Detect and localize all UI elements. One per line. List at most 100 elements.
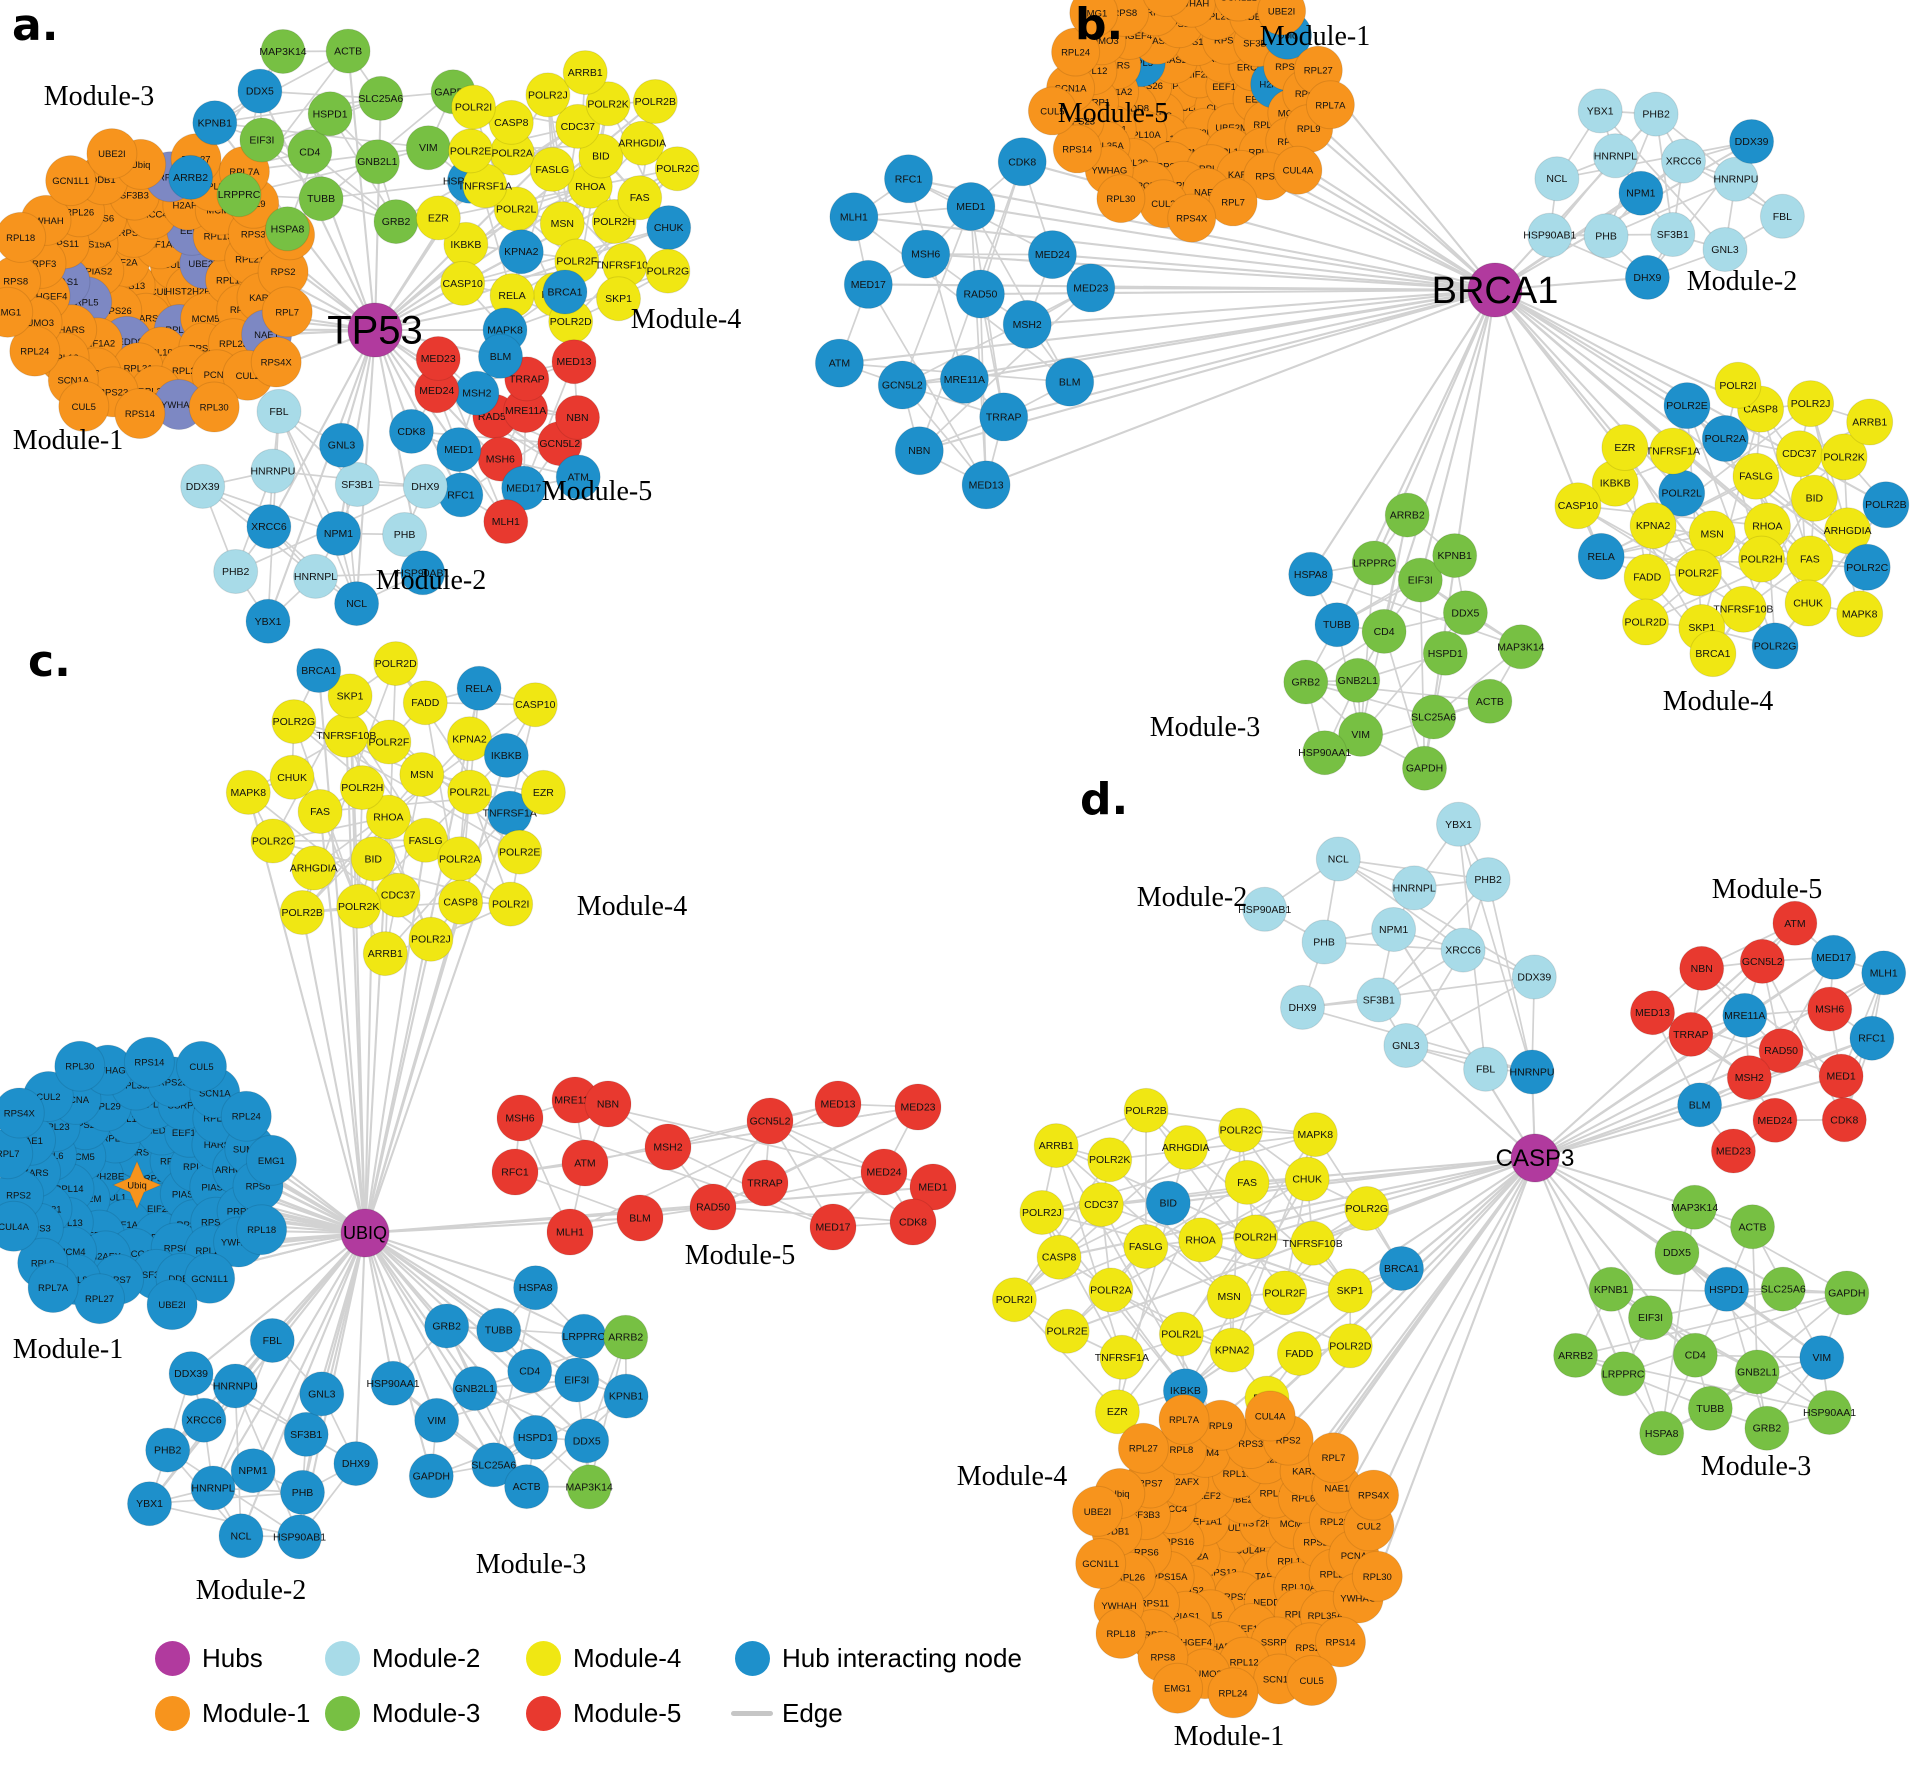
node-CUL4A[interactable] [1273, 145, 1323, 195]
node-RELA[interactable] [1577, 532, 1625, 580]
node-NCL[interactable] [1534, 156, 1580, 202]
node-HSP90AA1[interactable] [1302, 730, 1348, 776]
node-FASLG[interactable] [1123, 1224, 1169, 1269]
node-GRB2[interactable] [1283, 659, 1329, 705]
node-HSPA8[interactable] [1288, 551, 1334, 597]
node-GCN5L2[interactable] [746, 1097, 794, 1145]
node-MED13[interactable] [814, 1080, 862, 1128]
node-BID[interactable] [350, 836, 396, 882]
hub-node-UBIQ[interactable] [340, 1208, 390, 1258]
node-DHX9[interactable] [402, 463, 448, 509]
node-RFC1[interactable] [1849, 1015, 1895, 1061]
node-POLR2C[interactable] [250, 818, 296, 864]
node-GNL3[interactable] [1702, 227, 1748, 272]
node-ARRB1[interactable] [562, 50, 608, 96]
node-CDC37[interactable] [375, 872, 421, 918]
node-SF3B1[interactable] [1650, 212, 1696, 257]
node-DDX5[interactable] [237, 68, 283, 114]
node-CUL4A[interactable] [0, 1200, 40, 1252]
node-TRRAP[interactable] [979, 392, 1029, 442]
hub-node-CASP3[interactable] [1510, 1133, 1560, 1183]
node-POLR2D[interactable] [373, 641, 419, 687]
node-CDK8[interactable] [388, 408, 434, 454]
node-RFC1[interactable] [491, 1148, 539, 1196]
node-SLC25A6[interactable] [471, 1442, 517, 1488]
node-XRCC6[interactable] [181, 1397, 227, 1443]
node-RPL30[interactable] [1351, 1550, 1403, 1602]
node-HSP90AB1[interactable] [400, 550, 446, 596]
node-FASLG[interactable] [403, 817, 449, 863]
node-TRRAP[interactable] [741, 1159, 789, 1207]
node-VIM[interactable] [1799, 1335, 1845, 1381]
node-POLR2E[interactable] [448, 128, 494, 174]
node-EMG1[interactable] [0, 286, 34, 338]
node-RPS14[interactable] [1315, 1616, 1366, 1668]
node-HSP90AB1[interactable] [1242, 886, 1288, 932]
node-POLR2B[interactable] [1123, 1087, 1169, 1133]
node-MED1[interactable] [1818, 1053, 1864, 1099]
node-TNFRSF1A[interactable] [1649, 427, 1697, 475]
node-ARRB2[interactable] [1384, 492, 1430, 538]
node-PHB2[interactable] [1465, 857, 1511, 903]
node-SF3B1[interactable] [1356, 977, 1402, 1023]
node-TNFRSF10B[interactable] [1719, 585, 1767, 633]
node-PHB2[interactable] [145, 1427, 191, 1473]
node-CASP8[interactable] [438, 879, 484, 925]
node-FBL[interactable] [249, 1318, 295, 1363]
node-POLR2A[interactable] [1701, 415, 1749, 462]
node-BRCA1[interactable] [1689, 630, 1737, 678]
node-FADD[interactable] [1276, 1331, 1322, 1376]
node-POLR2F[interactable] [1674, 549, 1722, 597]
node-RPS4X[interactable] [0, 1087, 45, 1139]
node-UBE2I[interactable] [1072, 1485, 1123, 1537]
node-MAP3K14[interactable] [566, 1464, 612, 1510]
node-CUL5[interactable] [1027, 86, 1077, 136]
node-POLR2J[interactable] [525, 72, 571, 118]
node-MED23[interactable] [415, 336, 461, 381]
node-UBE2I[interactable] [86, 128, 138, 180]
node-ARHGDIA[interactable] [619, 120, 665, 166]
node-POLR2H[interactable] [1233, 1214, 1279, 1260]
node-SKP1[interactable] [596, 276, 641, 322]
node-GCN5L2[interactable] [877, 360, 927, 410]
node-BRCA1[interactable] [1379, 1246, 1424, 1291]
node-RPS14[interactable] [114, 388, 166, 439]
node-CHUK[interactable] [1784, 579, 1832, 627]
node-MED17[interactable] [843, 259, 893, 309]
node-RPS14[interactable] [123, 1036, 175, 1088]
node-GAPDH[interactable] [1402, 745, 1447, 791]
node-RHOA[interactable] [365, 794, 411, 840]
node-ARRB1[interactable] [1846, 398, 1894, 446]
node-SLC25A6[interactable] [1411, 694, 1457, 740]
node-CDK8[interactable] [997, 137, 1047, 187]
node-GNL3[interactable] [299, 1371, 345, 1417]
node-POLR2I[interactable] [991, 1277, 1037, 1323]
node-YBX1[interactable] [1436, 801, 1481, 847]
node-ARRB1[interactable] [362, 931, 408, 977]
node-FAS[interactable] [1224, 1159, 1270, 1205]
node-BRCA1[interactable] [542, 269, 588, 315]
node-SF3B1[interactable] [283, 1411, 329, 1457]
node-MED1[interactable] [436, 427, 482, 473]
node-DDX39[interactable] [1511, 954, 1557, 1000]
node-EMG1[interactable] [1152, 1662, 1203, 1714]
node-CD4[interactable] [1361, 608, 1407, 654]
node-HSP90AB1[interactable] [277, 1514, 322, 1560]
node-HSP90AB1[interactable] [1527, 212, 1573, 258]
node-MSN[interactable] [399, 752, 445, 797]
node-GCN1L1[interactable] [184, 1252, 236, 1304]
node-POLR2G[interactable] [645, 248, 691, 294]
node-RPS14[interactable] [1052, 124, 1102, 174]
node-MED17[interactable] [1811, 934, 1857, 980]
node-SKP1[interactable] [1327, 1268, 1373, 1314]
node-CUL4A[interactable] [1244, 1390, 1296, 1442]
node-ACTB[interactable] [504, 1464, 550, 1510]
node-TNFRSF1A[interactable] [1099, 1334, 1145, 1380]
node-POLR2E[interactable] [497, 829, 543, 875]
node-MSH2[interactable] [1726, 1055, 1772, 1101]
node-LRPPRC[interactable] [561, 1313, 607, 1359]
node-YBX1[interactable] [1577, 88, 1623, 134]
node-CDK8[interactable] [1821, 1097, 1867, 1143]
node-MED24[interactable] [1027, 230, 1077, 280]
node-RPL18[interactable] [1095, 1607, 1147, 1659]
